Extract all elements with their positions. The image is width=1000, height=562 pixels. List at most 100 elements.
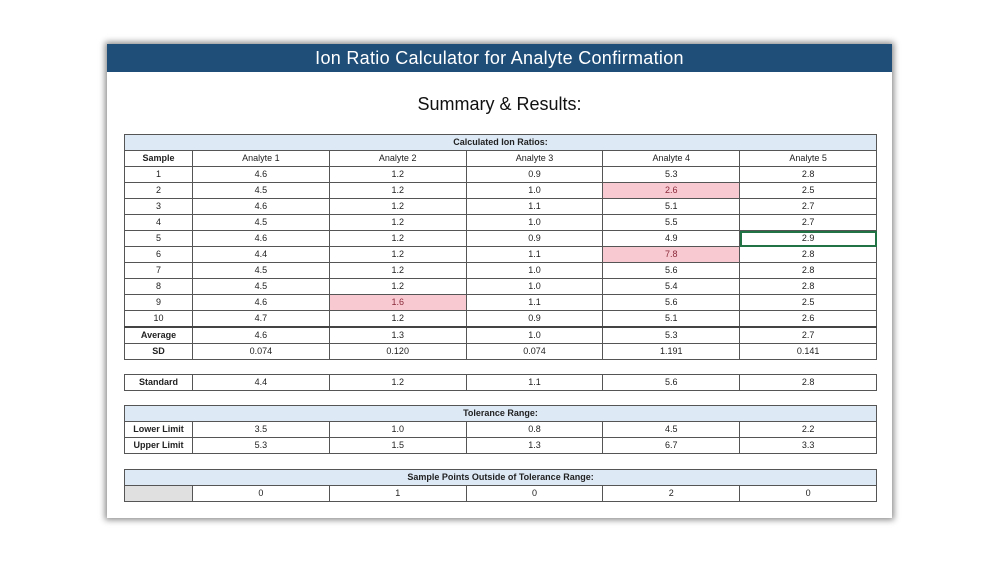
ratio-cell[interactable]: 5.6 [602, 294, 741, 311]
ratio-cell[interactable]: 2.8 [739, 166, 878, 183]
standard-cell[interactable]: 1.2 [328, 374, 467, 391]
sample-number-cell[interactable]: 6 [124, 246, 193, 263]
ratio-cell[interactable]: 1.2 [328, 262, 467, 279]
flagged-ratio-cell[interactable]: 2.6 [602, 182, 741, 199]
sd-label[interactable]: SD [124, 343, 193, 360]
sd-cell[interactable]: 0.074 [465, 343, 604, 360]
ratio-cell[interactable]: 4.6 [192, 230, 330, 247]
ratio-cell[interactable]: 4.5 [192, 262, 330, 279]
average-cell[interactable]: 5.3 [602, 326, 741, 344]
outside-count-cell[interactable]: 2 [602, 485, 741, 502]
lower-limit-cell[interactable]: 2.2 [739, 421, 877, 438]
upper-limit-cell[interactable]: 3.3 [739, 437, 877, 454]
ratio-cell[interactable]: 1.0 [465, 182, 604, 199]
column-header[interactable]: Analyte 5 [739, 150, 878, 167]
sample-number-cell[interactable]: 3 [124, 198, 193, 215]
sample-column-header[interactable]: Sample [124, 150, 193, 167]
column-header[interactable]: Analyte 1 [192, 150, 330, 167]
ion-ratios-header[interactable]: Calculated Ion Ratios: [123, 134, 878, 151]
standard-cell[interactable]: 4.4 [192, 374, 330, 391]
outside-count-cell[interactable]: 0 [465, 485, 604, 502]
ratio-cell[interactable]: 4.4 [192, 246, 330, 263]
ratio-cell[interactable]: 4.5 [192, 182, 330, 199]
lower-limit-cell[interactable]: 3.5 [192, 421, 330, 438]
standard-label[interactable]: Standard [124, 374, 193, 391]
standard-cell[interactable]: 5.6 [602, 374, 741, 391]
sample-number-cell[interactable]: 8 [124, 278, 193, 295]
upper-limit-cell[interactable]: 6.7 [602, 437, 741, 454]
ratio-cell[interactable]: 0.9 [465, 230, 604, 247]
upper-limit-cell[interactable]: 1.5 [328, 437, 467, 454]
outside-count-cell[interactable]: 0 [192, 485, 330, 502]
lower-limit-cell[interactable]: 1.0 [328, 421, 467, 438]
outside-count-cell[interactable]: 1 [328, 485, 467, 502]
sd-cell[interactable]: 0.120 [328, 343, 467, 360]
column-header[interactable]: Analyte 2 [328, 150, 467, 167]
standard-cell[interactable]: 2.8 [739, 374, 877, 391]
sd-cell[interactable]: 0.074 [192, 343, 330, 360]
ratio-cell[interactable]: 1.0 [465, 262, 604, 279]
ratio-cell[interactable]: 1.1 [465, 198, 604, 215]
ratio-cell[interactable]: 2.8 [739, 262, 878, 279]
ratio-cell[interactable]: 2.8 [739, 278, 878, 295]
average-cell[interactable]: 1.3 [328, 326, 467, 344]
ratio-cell[interactable]: 1.2 [328, 278, 467, 295]
average-cell[interactable]: 1.0 [465, 326, 604, 344]
ratio-cell[interactable]: 1.0 [465, 214, 604, 231]
standard-cell[interactable]: 1.1 [465, 374, 604, 391]
upper-limit-cell[interactable]: 5.3 [192, 437, 330, 454]
sd-cell[interactable]: 1.191 [602, 343, 741, 360]
ratio-cell[interactable]: 2.8 [739, 246, 878, 263]
ratio-cell[interactable]: 1.2 [328, 230, 467, 247]
lower-limit-cell[interactable]: 0.8 [465, 421, 604, 438]
tolerance-header[interactable]: Tolerance Range: [124, 405, 877, 422]
sample-number-cell[interactable]: 2 [124, 182, 193, 199]
average-cell[interactable]: 4.6 [192, 326, 330, 344]
ratio-cell[interactable]: 4.6 [192, 198, 330, 215]
ratio-cell[interactable]: 2.5 [739, 294, 878, 311]
sample-number-cell[interactable]: 7 [124, 262, 193, 279]
ratio-cell[interactable]: 1.2 [328, 198, 467, 215]
ratio-cell[interactable]: 4.6 [192, 294, 330, 311]
average-label[interactable]: Average [124, 326, 193, 344]
ratio-cell[interactable]: 4.6 [192, 166, 330, 183]
outside-count-cell[interactable]: 0 [739, 485, 878, 502]
ratio-cell[interactable]: 0.9 [465, 166, 604, 183]
ratio-cell[interactable]: 5.1 [602, 198, 741, 215]
upper-limit-cell[interactable]: 1.3 [465, 437, 604, 454]
ratio-cell[interactable]: 1.2 [328, 214, 467, 231]
sample-number-cell[interactable]: 9 [124, 294, 193, 311]
ratio-cell[interactable]: 1.2 [328, 166, 467, 183]
flagged-ratio-cell[interactable]: 7.8 [602, 246, 741, 263]
sample-number-cell[interactable]: 10 [124, 310, 193, 328]
ratio-cell[interactable]: 1.2 [328, 246, 467, 263]
ratio-cell[interactable]: 2.6 [739, 310, 878, 328]
ratio-cell[interactable]: 2.5 [739, 182, 878, 199]
ratio-cell[interactable]: 1.1 [465, 294, 604, 311]
ratio-cell[interactable]: 5.3 [602, 166, 741, 183]
ratio-cell[interactable]: 5.6 [602, 262, 741, 279]
column-header[interactable]: Analyte 4 [602, 150, 741, 167]
ratio-cell[interactable]: 4.5 [192, 278, 330, 295]
ratio-cell[interactable]: 1.1 [465, 246, 604, 263]
ratio-cell[interactable]: 4.7 [192, 310, 330, 328]
ratio-cell[interactable]: 2.7 [739, 214, 878, 231]
ratio-cell[interactable]: 0.9 [465, 310, 604, 328]
ratio-cell[interactable]: 1.2 [328, 310, 467, 328]
ratio-cell[interactable]: 4.9 [602, 230, 741, 247]
ratio-cell[interactable]: 5.4 [602, 278, 741, 295]
ratio-cell[interactable]: 5.5 [602, 214, 741, 231]
empty-grey-cell[interactable] [124, 485, 193, 502]
ratio-cell[interactable]: 2.7 [739, 198, 878, 215]
sd-cell[interactable]: 0.141 [739, 343, 878, 360]
upper-limit-label[interactable]: Upper Limit [124, 437, 193, 454]
lower-limit-label[interactable]: Lower Limit [124, 421, 193, 438]
sample-number-cell[interactable]: 4 [124, 214, 193, 231]
ratio-cell[interactable]: 4.5 [192, 214, 330, 231]
sample-number-cell[interactable]: 5 [124, 230, 193, 247]
ratio-cell[interactable]: 1.0 [465, 278, 604, 295]
outside-tolerance-header[interactable]: Sample Points Outside of Tolerance Range… [123, 469, 878, 486]
column-header[interactable]: Analyte 3 [465, 150, 604, 167]
sample-number-cell[interactable]: 1 [124, 166, 193, 183]
ratio-cell[interactable]: 5.1 [602, 310, 741, 328]
